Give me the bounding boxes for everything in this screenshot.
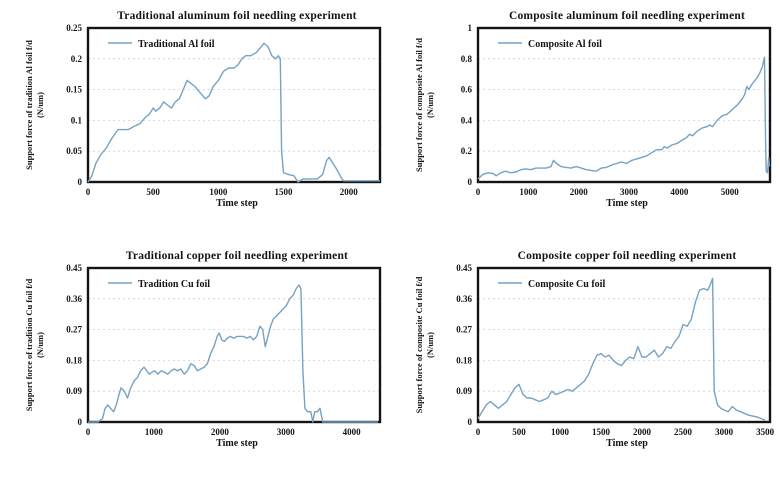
x-tick-label: 1000 [551, 427, 570, 437]
x-axis-label: Time step [216, 198, 258, 209]
x-tick-label: 4000 [343, 427, 362, 437]
chart-title: Traditional aluminum foil needling exper… [117, 10, 357, 22]
plot-area: 0 0.09 0.18 0.27 0.36 0.45 0 500 1000 1500 2000 250… [456, 264, 775, 437]
y-tick-label: 0 [468, 417, 473, 427]
data-line [87, 42, 380, 183]
x-tick-label: 0 [476, 427, 481, 437]
x-tick-label: 2000 [211, 427, 230, 437]
y-tick-label: 0.36 [456, 294, 472, 304]
y-tick-label: 0 [468, 177, 473, 187]
y-tick-label: 0 [78, 417, 83, 427]
data-line [477, 277, 766, 421]
y-axis-label: Support force of composite Cu foil f/d (… [413, 276, 435, 414]
y-tick-label: 0.05 [66, 146, 82, 156]
x-tick-label: 1000 [209, 187, 228, 197]
x-tick-label: 1000 [519, 187, 538, 197]
x-tick-label: 2500 [674, 427, 693, 437]
y-tick-label: 0.25 [66, 24, 82, 33]
chart-title: Composite aluminum foil needling experim… [508, 10, 746, 22]
chart-traditional-al: Traditional aluminum foil needling exper… [0, 10, 388, 250]
x-tick-label: 5000 [721, 187, 740, 197]
y-tick-label: 0.18 [66, 355, 82, 365]
x-tick-label: 2000 [570, 187, 589, 197]
x-tick-label: 0 [86, 187, 91, 197]
y-axis-label: Support force of tradition Cu foil f/d (… [23, 278, 45, 412]
y-tick-label: 0.6 [461, 85, 473, 95]
y-tick-label: 0.1 [71, 115, 83, 125]
x-tick-label: 2000 [633, 427, 652, 437]
x-axis-label: Time step [606, 438, 648, 449]
chart-traditional-cu: Traditional copper foil needling experim… [0, 250, 388, 490]
y-tick-label: 0.09 [66, 386, 82, 396]
x-tick-label: 500 [512, 427, 526, 437]
y-tick-label: 0.4 [461, 115, 473, 125]
legend-label: Tradition Cu foil [138, 279, 210, 290]
plot-border [86, 266, 382, 424]
x-axis-label: Time step [216, 438, 258, 449]
x-axis-label: Time step [606, 198, 648, 209]
y-tick-label: 0 [78, 177, 83, 187]
y-tick-label: 0.18 [456, 355, 472, 365]
legend-label: Composite Cu foil [528, 279, 605, 290]
x-tick-label: 0 [86, 427, 91, 437]
x-tick-label: 1000 [145, 427, 164, 437]
plot-area: 0 0.05 0.1 0.15 0.2 0.25 0 500 1000 1500 2000 Tradi… [66, 24, 382, 197]
y-tick-label: 0.45 [456, 264, 472, 273]
y-tick-label: 0.2 [71, 54, 83, 64]
legend-label: Traditional Al foil [138, 39, 215, 50]
y-tick-label: 0.27 [456, 325, 472, 335]
plot-border [476, 266, 772, 424]
y-tick-label: 0.2 [461, 146, 473, 156]
y-axis-label: Support force of tradition Al foil f/d (… [23, 40, 45, 170]
y-tick-label: 0.09 [456, 386, 472, 396]
plot-border [86, 26, 382, 184]
x-tick-label: 500 [146, 187, 160, 197]
chart-composite-al: Composite aluminum foil needling experim… [390, 10, 778, 250]
y-tick-label: 0.45 [66, 264, 82, 273]
y-tick-label: 1 [468, 24, 473, 33]
data-line [477, 56, 771, 180]
y-tick-label: 0.36 [66, 294, 82, 304]
x-tick-label: 3500 [756, 427, 775, 437]
data-line [88, 284, 378, 423]
x-tick-label: 3000 [277, 427, 296, 437]
chart-title: Traditional copper foil needling experim… [125, 250, 349, 262]
y-tick-label: 0.8 [461, 54, 473, 64]
x-tick-label: 4000 [670, 187, 689, 197]
chart-composite-cu: Composite copper foil needling experimen… [390, 250, 778, 490]
x-tick-label: 3000 [715, 427, 734, 437]
x-tick-label: 1500 [592, 427, 611, 437]
y-tick-label: 0.27 [66, 325, 82, 335]
x-tick-label: 1500 [275, 187, 294, 197]
x-tick-label: 0 [476, 187, 481, 197]
plot-border [476, 26, 772, 184]
x-tick-label: 2000 [340, 187, 359, 197]
plot-area: 0 0.2 0.4 0.6 0.8 1 0 1000 2000 3000 4000 5000 Compo… [461, 24, 772, 197]
x-tick-label: 3000 [620, 187, 639, 197]
chart-title: Composite copper foil needling experimen… [517, 250, 737, 262]
y-tick-label: 0.15 [66, 85, 82, 95]
legend-label: Composite Al foil [528, 39, 602, 50]
plot-area: 0 0.09 0.18 0.27 0.36 0.45 0 1000 2000 3000 4000 Tr… [66, 264, 382, 437]
y-axis-label: Support force of composite Al foil f/d (… [413, 38, 435, 172]
